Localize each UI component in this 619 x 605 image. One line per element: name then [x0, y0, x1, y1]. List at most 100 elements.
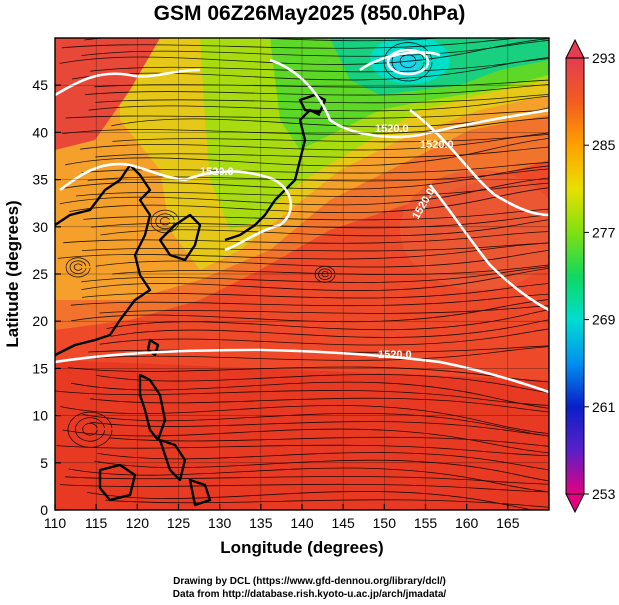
x-tick-label: 120 [126, 515, 150, 531]
streamline [67, 366, 549, 383]
streamline [71, 299, 549, 323]
colorbar-bottom-arrow [565, 493, 585, 514]
streamline [74, 346, 549, 361]
x-axis-ticks: 110 115 120 125 130 135 140 145 150 155 160 165 [44, 504, 520, 531]
y-tick-label: 40 [32, 124, 48, 140]
colorbar-tick-label: 261 [592, 399, 616, 415]
streamline [68, 467, 549, 493]
streamline [70, 293, 549, 307]
streamline [65, 137, 549, 167]
y-tick-label: 20 [32, 313, 48, 329]
height-contours [55, 48, 549, 394]
streamline [91, 214, 549, 229]
streamline [62, 117, 549, 135]
streamline [90, 58, 549, 73]
x-tick-label: 145 [331, 515, 355, 531]
x-tick-label: 150 [373, 515, 397, 531]
y-tick-label: 5 [40, 455, 48, 471]
streamline-swirl [399, 54, 417, 69]
x-tick-label: 135 [249, 515, 273, 531]
streamline [87, 168, 549, 182]
colorbar-tick-label: 293 [592, 50, 616, 66]
streamline [90, 421, 549, 437]
colorbar-tick-label: 285 [592, 137, 616, 153]
streamline [84, 84, 549, 96]
colorbar-tick-label: 253 [592, 486, 616, 502]
streamline-swirl [155, 213, 175, 230]
streamline [94, 459, 549, 482]
chart-title: GSM 06Z26May2025 (850.0hPa) [153, 2, 466, 25]
y-tick-label: 30 [32, 219, 48, 235]
contour-label: 1520.0 [200, 166, 234, 178]
streamline [110, 319, 549, 338]
x-tick-label: 140 [290, 515, 314, 531]
streamline [59, 177, 549, 206]
streamline [81, 266, 549, 283]
streamline [76, 182, 549, 197]
streamline-swirl [67, 411, 113, 448]
streamline [95, 146, 549, 158]
streamline-swirl [318, 268, 333, 280]
y-axis-ticks: 0 5 10 15 20 25 30 35 40 45 [32, 77, 61, 518]
x-tick-label: 165 [496, 515, 520, 531]
colorbar-tick-label: 269 [592, 312, 616, 328]
streamline [105, 499, 549, 508]
y-tick-label: 35 [32, 172, 48, 188]
contour-label: 1520.0 [378, 349, 412, 361]
y-tick-label: 15 [32, 360, 48, 376]
colorbar: 293 285 277 269 261 253 [565, 38, 616, 514]
streamline [100, 219, 549, 237]
streamline [81, 282, 549, 299]
y-tick-label: 0 [40, 502, 48, 518]
streamline [59, 483, 549, 493]
streamline [83, 208, 549, 221]
streamline [80, 132, 549, 151]
streamline [69, 187, 549, 213]
y-tick-label: 45 [32, 77, 48, 93]
x-tick-label: 160 [455, 515, 479, 531]
x-tick-label: 125 [167, 515, 191, 531]
streamline [99, 328, 549, 346]
streamline [90, 397, 549, 413]
x-axis-label: Longitude (degrees) [220, 538, 383, 557]
streamline [72, 57, 549, 81]
streamline-swirl [73, 263, 83, 271]
streamline [60, 405, 549, 435]
contour-label: 1520.0 [375, 123, 409, 135]
credit-line-2: Data from http://database.rish.kyoto-u.a… [172, 589, 447, 600]
streamline [95, 93, 549, 104]
streamline [64, 165, 549, 190]
streamline-swirl [160, 217, 171, 226]
grid-lines [55, 38, 549, 510]
streamline-swirl [150, 209, 180, 234]
streamline [94, 79, 549, 88]
streamline-swirl [69, 260, 87, 275]
streamline [81, 267, 549, 291]
x-tick-label: 130 [208, 515, 232, 531]
streamline-swirl [82, 423, 98, 436]
colorbar-tick-label: 277 [592, 224, 616, 240]
streamline [56, 444, 549, 457]
x-tick-label: 110 [44, 515, 67, 531]
streamline [55, 390, 549, 406]
contour-label: 1520.0 [420, 139, 454, 151]
streamline [88, 95, 549, 112]
x-tick-label: 155 [414, 515, 438, 531]
y-axis-label: Latitude (degrees) [3, 200, 22, 347]
streamline [61, 38, 526, 49]
y-tick-label: 10 [32, 408, 48, 424]
streamline [112, 264, 549, 275]
streamline [65, 476, 549, 485]
streamline [63, 231, 549, 244]
streamline-swirl [314, 265, 336, 283]
y-tick-label: 25 [32, 266, 48, 282]
streamline [65, 109, 549, 119]
streamline [96, 374, 549, 394]
streamline [81, 161, 549, 174]
streamline [82, 413, 549, 437]
colorbar-top-arrow [565, 38, 585, 59]
streamline [59, 38, 549, 65]
streamline-swirl [65, 257, 91, 278]
colorbar-body [565, 57, 585, 495]
